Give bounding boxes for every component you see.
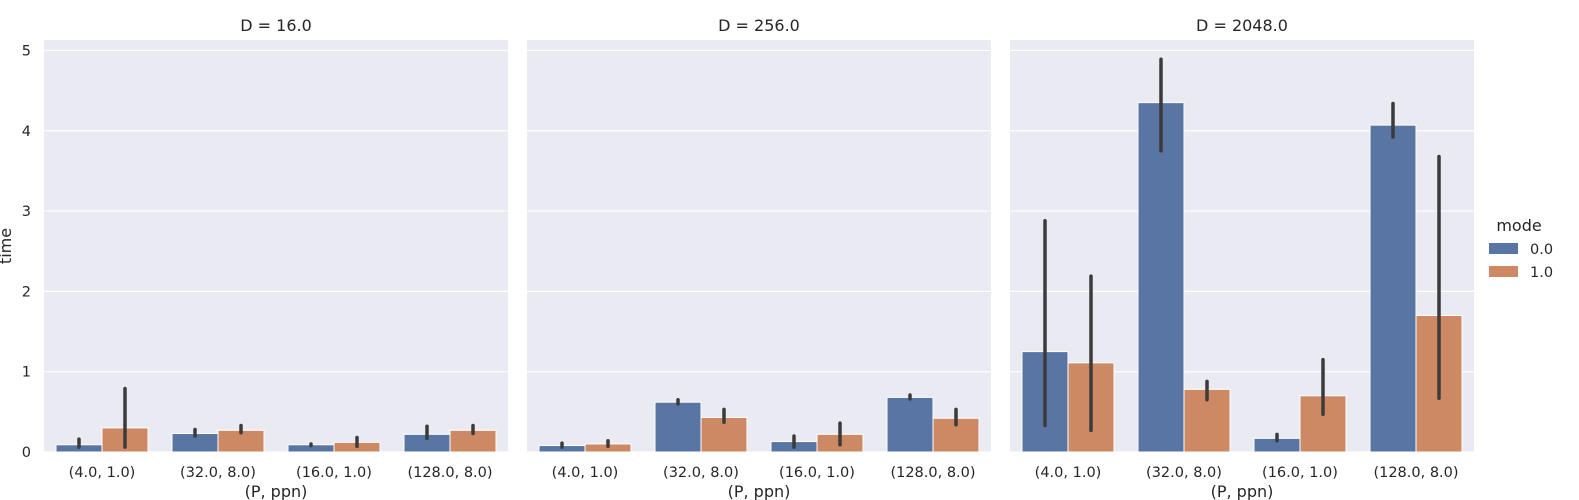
legend-swatch-0.0 bbox=[1489, 243, 1518, 254]
y-tick-label: 5 bbox=[22, 43, 31, 59]
x-tick-label: (16.0, 1.0) bbox=[296, 465, 372, 481]
x-axis-label: (P, ppn) bbox=[245, 482, 308, 500]
x-tick-label: (128.0, 8.0) bbox=[890, 465, 975, 481]
x-tick-label: (16.0, 1.0) bbox=[1262, 465, 1338, 481]
bar bbox=[1137, 102, 1185, 453]
x-axis-label: (P, ppn) bbox=[1211, 482, 1274, 500]
x-tick-label: (32.0, 8.0) bbox=[180, 465, 256, 481]
x-axis-label: (P, ppn) bbox=[728, 482, 791, 500]
y-tick-label: 1 bbox=[22, 365, 31, 381]
legend-label: 0.0 bbox=[1530, 242, 1553, 258]
y-tick-label: 3 bbox=[22, 204, 31, 220]
plot-area-2 bbox=[527, 40, 991, 452]
legend-label: 1.0 bbox=[1530, 265, 1553, 281]
plot-area-1 bbox=[44, 40, 508, 452]
x-tick-label: (4.0, 1.0) bbox=[1035, 465, 1102, 481]
x-tick-label: (128.0, 8.0) bbox=[1373, 465, 1458, 481]
x-tick-label: (128.0, 8.0) bbox=[407, 465, 492, 481]
bar bbox=[1369, 124, 1417, 453]
panel-title: D = 16.0 bbox=[240, 16, 312, 35]
legend-swatch-1.0 bbox=[1489, 266, 1518, 277]
y-tick-label: 2 bbox=[22, 284, 31, 300]
bar bbox=[886, 396, 934, 453]
panel-title: D = 2048.0 bbox=[1196, 16, 1288, 35]
bar bbox=[654, 401, 702, 453]
x-tick-label: (16.0, 1.0) bbox=[779, 465, 855, 481]
legend-title: mode bbox=[1496, 216, 1541, 235]
x-tick-label: (32.0, 8.0) bbox=[663, 465, 739, 481]
y-axis-label: time bbox=[0, 228, 15, 264]
x-tick-label: (4.0, 1.0) bbox=[69, 465, 136, 481]
y-tick-label: 0 bbox=[22, 445, 31, 461]
y-tick-label: 4 bbox=[22, 124, 31, 140]
x-tick-label: (4.0, 1.0) bbox=[552, 465, 619, 481]
panel-title: D = 256.0 bbox=[718, 16, 800, 35]
x-tick-label: (32.0, 8.0) bbox=[1146, 465, 1222, 481]
